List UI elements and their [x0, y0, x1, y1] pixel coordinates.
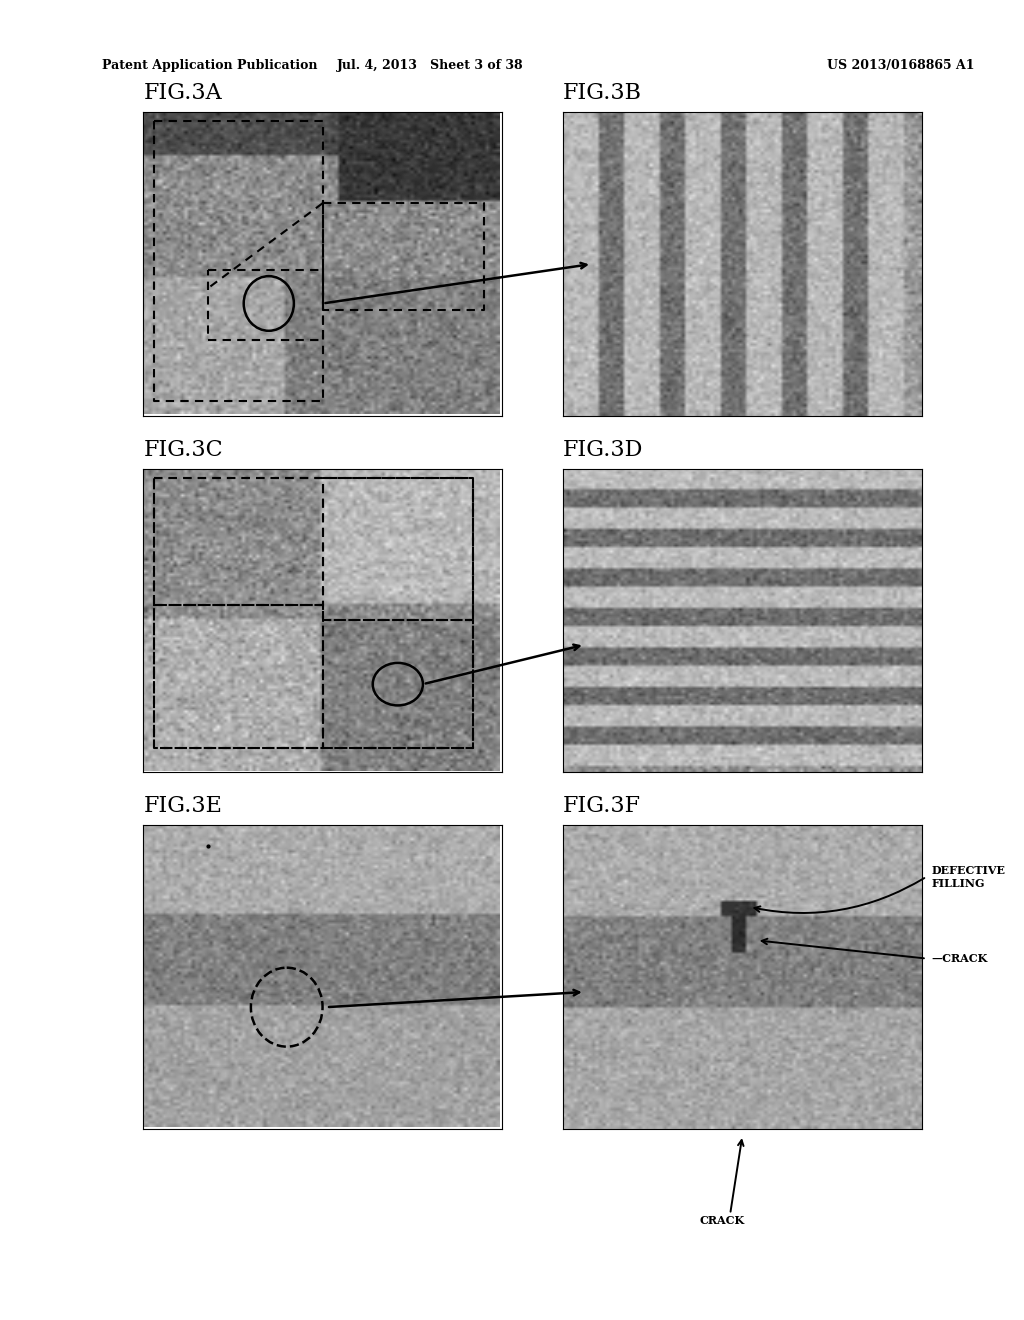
Text: FIG.3C: FIG.3C [143, 438, 223, 461]
Text: FIG.3E: FIG.3E [143, 795, 222, 817]
Text: FIG.3D: FIG.3D [563, 438, 643, 461]
Text: FIG.3F: FIG.3F [563, 795, 641, 817]
Text: US 2013/0168865 A1: US 2013/0168865 A1 [827, 59, 975, 73]
Text: Jul. 4, 2013   Sheet 3 of 38: Jul. 4, 2013 Sheet 3 of 38 [337, 59, 523, 73]
Text: —CRACK: —CRACK [932, 953, 988, 964]
Text: DEFECTIVE
FILLING: DEFECTIVE FILLING [932, 865, 1006, 888]
Text: CRACK: CRACK [699, 1216, 744, 1226]
Text: FIG.3B: FIG.3B [563, 82, 642, 104]
Text: Patent Application Publication: Patent Application Publication [102, 59, 317, 73]
Text: FIG.3A: FIG.3A [143, 82, 222, 104]
